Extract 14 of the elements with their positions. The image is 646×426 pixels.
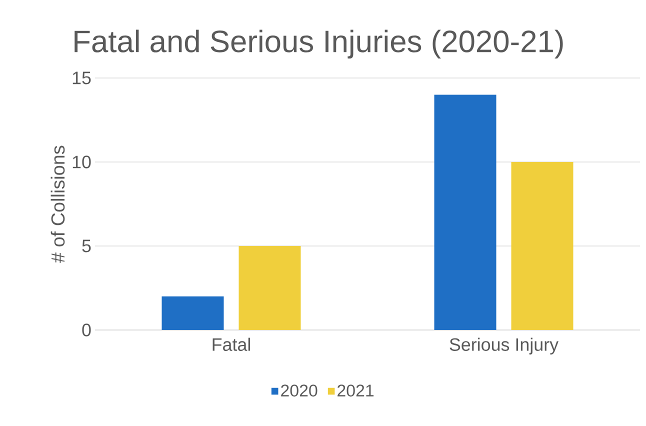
bar [162,296,224,330]
y-tick-label: 0 [82,324,91,336]
x-tick-label: Fatal [212,338,250,351]
legend-label: 2021 [338,384,374,397]
y-tick-label: 15 [72,72,91,84]
bar [434,94,496,330]
chart-title: Fatal and Serious Injuries (2020-21) [74,30,563,58]
legend-label: 2020 [281,384,318,397]
y-axis-title: # of Collisions [50,146,65,263]
x-tick-label: Serious Injury [450,338,559,354]
bar [511,162,574,330]
y-tick-label: 10 [72,156,91,168]
bar [238,246,301,330]
y-tick-label: 5 [82,240,91,252]
